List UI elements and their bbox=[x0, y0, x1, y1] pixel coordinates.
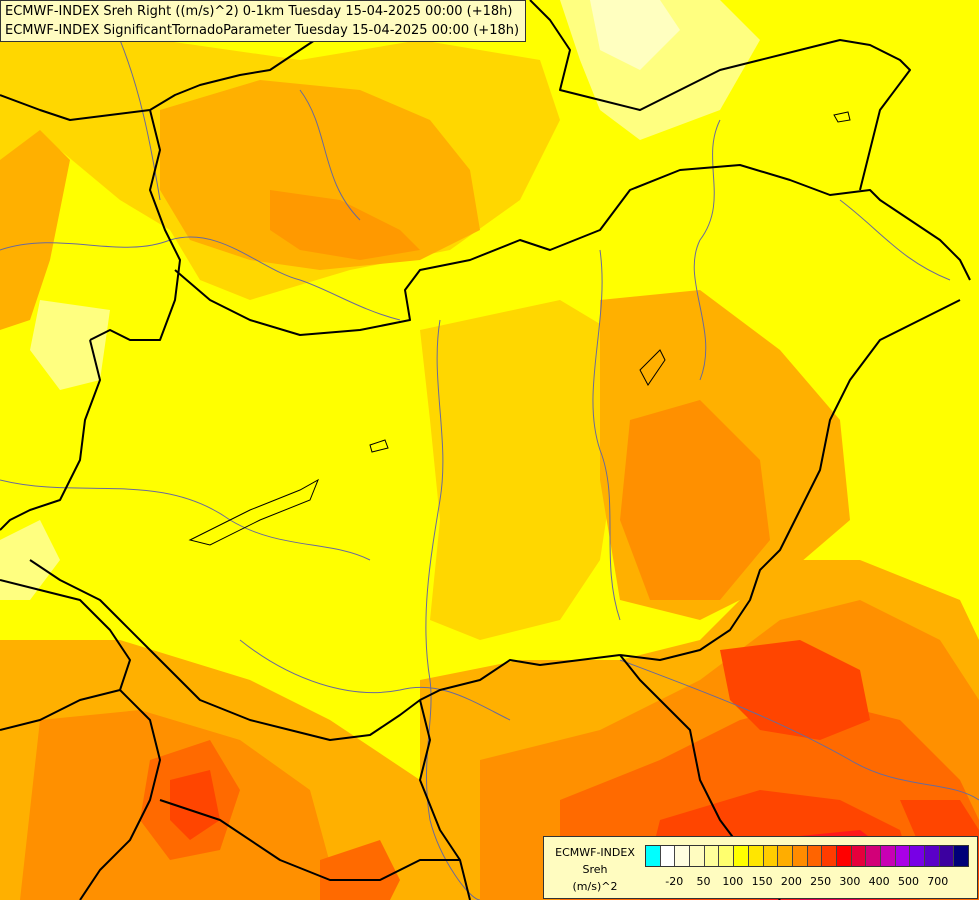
legend-swatch bbox=[690, 846, 705, 866]
legend-swatch bbox=[748, 846, 764, 866]
legend-product: ECMWF-INDEX bbox=[555, 846, 635, 859]
river-line bbox=[693, 119, 721, 381]
legend-tick-label: 200 bbox=[780, 875, 802, 888]
field-orange-east bbox=[620, 400, 770, 600]
country-border-line bbox=[0, 579, 131, 731]
field-amber-west bbox=[0, 130, 70, 330]
map-title-stp: ECMWF-INDEX SignificantTornadoParameter … bbox=[5, 23, 520, 38]
legend-tick-label: 250 bbox=[810, 875, 832, 888]
legend-swatch bbox=[778, 846, 793, 866]
country-border-line bbox=[89, 109, 181, 341]
country-border-line bbox=[79, 689, 161, 900]
river-line bbox=[0, 236, 401, 321]
field-red-orange-se bbox=[720, 640, 870, 740]
rivers bbox=[0, 39, 979, 900]
field-orange-north bbox=[270, 190, 420, 260]
country-border-line bbox=[0, 339, 101, 531]
lake-small bbox=[369, 439, 389, 453]
legend-unit: (m/s)^2 bbox=[572, 880, 618, 893]
field-deep-orange-sw2 bbox=[320, 840, 400, 900]
field-gold-center bbox=[420, 300, 620, 640]
legend-swatch bbox=[954, 846, 969, 866]
country-border-line bbox=[619, 299, 961, 661]
river-line bbox=[0, 479, 371, 561]
river-line bbox=[239, 639, 511, 721]
lake-tisza bbox=[639, 349, 666, 386]
river-line bbox=[592, 249, 621, 621]
color-legend: ECMWF-INDEX Sreh (m/s)^2 -20 50 100 150 200 2… bbox=[543, 836, 978, 899]
lake-small-ne bbox=[833, 111, 851, 123]
legend-tick-label: 300 bbox=[839, 875, 861, 888]
legend-swatch bbox=[851, 846, 867, 866]
country-border-line bbox=[419, 699, 471, 900]
legend-tick-labels: -20 50 100 150 200 250 300 400 500 700 bbox=[645, 875, 967, 891]
lake-balaton bbox=[188, 478, 319, 546]
legend-swatch bbox=[925, 846, 940, 866]
legend-swatch bbox=[646, 846, 661, 866]
legend-swatch bbox=[822, 846, 837, 866]
legend-color-scale bbox=[645, 845, 969, 867]
river-line bbox=[619, 659, 979, 801]
legend-swatch bbox=[660, 846, 676, 866]
legend-variable: Sreh bbox=[582, 863, 608, 876]
legend-swatch bbox=[704, 846, 720, 866]
legend-tick-label: 50 bbox=[696, 875, 711, 888]
country-border-line bbox=[29, 559, 621, 741]
river-line bbox=[299, 89, 361, 221]
field-red-orange-sw bbox=[170, 770, 220, 840]
legend-swatch bbox=[910, 846, 926, 866]
legend-tick-label: -20 bbox=[665, 875, 684, 888]
legend-swatch bbox=[866, 846, 881, 866]
field-pale-ne bbox=[590, 0, 680, 70]
legend-tick-label: 500 bbox=[897, 875, 919, 888]
legend-swatch bbox=[895, 846, 911, 866]
legend-swatch bbox=[719, 846, 735, 866]
legend-tick-label: 150 bbox=[751, 875, 773, 888]
legend-swatch bbox=[734, 846, 749, 866]
map-title-box: ECMWF-INDEX Sreh Right ((m/s)^2) 0-1km T… bbox=[0, 0, 526, 42]
river-line bbox=[425, 319, 481, 900]
river-line bbox=[839, 199, 951, 281]
legend-swatch bbox=[792, 846, 808, 866]
map-title-sreh: ECMWF-INDEX Sreh Right ((m/s)^2) 0-1km T… bbox=[5, 4, 513, 19]
legend-swatch bbox=[763, 846, 779, 866]
field-amber-north bbox=[160, 80, 480, 270]
legend-swatch bbox=[939, 846, 955, 866]
field-light-west-2 bbox=[30, 300, 110, 390]
country-border-line bbox=[529, 0, 911, 191]
country-border-line bbox=[159, 799, 460, 881]
legend-tick-label: 100 bbox=[722, 875, 744, 888]
country-border-line bbox=[174, 164, 971, 336]
legend-tick-label: 700 bbox=[927, 875, 949, 888]
legend-swatch bbox=[675, 846, 691, 866]
river-line bbox=[119, 39, 161, 201]
legend-tick-label: 400 bbox=[868, 875, 890, 888]
legend-swatch bbox=[807, 846, 823, 866]
legend-swatch bbox=[881, 846, 896, 866]
legend-swatch bbox=[836, 846, 852, 866]
